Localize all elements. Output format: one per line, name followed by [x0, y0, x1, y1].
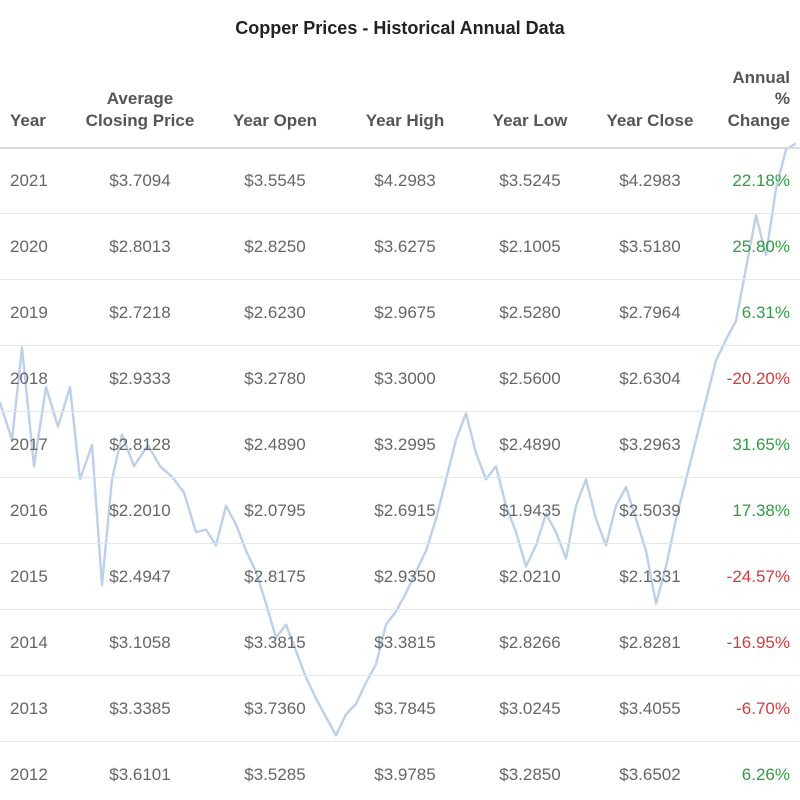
cell-year: 2021	[0, 148, 70, 214]
cell-chg: -16.95%	[710, 610, 800, 676]
cell-close: $3.2963	[590, 412, 710, 478]
cell-year: 2012	[0, 742, 70, 800]
col-open-header: Year Open	[210, 53, 340, 148]
cell-open: $3.5285	[210, 742, 340, 800]
table-row: 2016$2.2010$2.0795$2.6915$1.9435$2.50391…	[0, 478, 800, 544]
cell-avg: $3.3385	[70, 676, 210, 742]
cell-year: 2019	[0, 280, 70, 346]
cell-avg: $2.8128	[70, 412, 210, 478]
cell-year: 2018	[0, 346, 70, 412]
cell-chg: 25.80%	[710, 214, 800, 280]
cell-low: $2.8266	[470, 610, 590, 676]
cell-low: $2.5280	[470, 280, 590, 346]
cell-low: $1.9435	[470, 478, 590, 544]
table-row: 2012$3.6101$3.5285$3.9785$3.2850$3.65026…	[0, 742, 800, 800]
cell-close: $2.8281	[590, 610, 710, 676]
prices-table: YearAverageClosing PriceYear OpenYear Hi…	[0, 53, 800, 800]
cell-open: $2.0795	[210, 478, 340, 544]
table-row: 2015$2.4947$2.8175$2.9350$2.0210$2.1331-…	[0, 544, 800, 610]
cell-open: $2.8250	[210, 214, 340, 280]
cell-open: $2.4890	[210, 412, 340, 478]
cell-high: $4.2983	[340, 148, 470, 214]
cell-avg: $2.2010	[70, 478, 210, 544]
cell-low: $3.0245	[470, 676, 590, 742]
cell-close: $2.5039	[590, 478, 710, 544]
cell-high: $3.6275	[340, 214, 470, 280]
cell-year: 2014	[0, 610, 70, 676]
cell-open: $3.3815	[210, 610, 340, 676]
cell-chg: -6.70%	[710, 676, 800, 742]
cell-low: $2.0210	[470, 544, 590, 610]
cell-low: $2.1005	[470, 214, 590, 280]
cell-high: $2.6915	[340, 478, 470, 544]
cell-chg: -24.57%	[710, 544, 800, 610]
cell-close: $4.2983	[590, 148, 710, 214]
cell-low: $3.5245	[470, 148, 590, 214]
cell-chg: 17.38%	[710, 478, 800, 544]
cell-year: 2020	[0, 214, 70, 280]
cell-close: $3.4055	[590, 676, 710, 742]
cell-avg: $2.9333	[70, 346, 210, 412]
cell-open: $2.6230	[210, 280, 340, 346]
cell-avg: $3.1058	[70, 610, 210, 676]
cell-close: $3.5180	[590, 214, 710, 280]
cell-high: $3.2995	[340, 412, 470, 478]
cell-close: $2.6304	[590, 346, 710, 412]
cell-chg: -20.20%	[710, 346, 800, 412]
cell-high: $3.3815	[340, 610, 470, 676]
table-row: 2020$2.8013$2.8250$3.6275$2.1005$3.51802…	[0, 214, 800, 280]
page-title: Copper Prices - Historical Annual Data	[0, 0, 800, 53]
cell-high: $2.9675	[340, 280, 470, 346]
cell-close: $2.7964	[590, 280, 710, 346]
cell-open: $2.8175	[210, 544, 340, 610]
cell-chg: 31.65%	[710, 412, 800, 478]
cell-year: 2013	[0, 676, 70, 742]
cell-open: $3.2780	[210, 346, 340, 412]
cell-chg: 6.26%	[710, 742, 800, 800]
cell-year: 2015	[0, 544, 70, 610]
table-row: 2021$3.7094$3.5545$4.2983$3.5245$4.29832…	[0, 148, 800, 214]
col-low-header: Year Low	[470, 53, 590, 148]
col-year-header: Year	[0, 53, 70, 148]
col-avg-header: AverageClosing Price	[70, 53, 210, 148]
table-row: 2013$3.3385$3.7360$3.7845$3.0245$3.4055-…	[0, 676, 800, 742]
cell-chg: 6.31%	[710, 280, 800, 346]
table-row: 2014$3.1058$3.3815$3.3815$2.8266$2.8281-…	[0, 610, 800, 676]
table-row: 2017$2.8128$2.4890$3.2995$2.4890$3.29633…	[0, 412, 800, 478]
cell-avg: $3.7094	[70, 148, 210, 214]
cell-year: 2016	[0, 478, 70, 544]
cell-chg: 22.18%	[710, 148, 800, 214]
cell-close: $3.6502	[590, 742, 710, 800]
cell-high: $3.7845	[340, 676, 470, 742]
table-header-row: YearAverageClosing PriceYear OpenYear Hi…	[0, 53, 800, 148]
cell-open: $3.5545	[210, 148, 340, 214]
cell-avg: $2.7218	[70, 280, 210, 346]
cell-close: $2.1331	[590, 544, 710, 610]
cell-low: $2.4890	[470, 412, 590, 478]
cell-avg: $2.4947	[70, 544, 210, 610]
col-high-header: Year High	[340, 53, 470, 148]
cell-avg: $2.8013	[70, 214, 210, 280]
table-row: 2018$2.9333$3.2780$3.3000$2.5600$2.6304-…	[0, 346, 800, 412]
cell-open: $3.7360	[210, 676, 340, 742]
cell-year: 2017	[0, 412, 70, 478]
col-close-header: Year Close	[590, 53, 710, 148]
cell-high: $3.3000	[340, 346, 470, 412]
table-row: 2019$2.7218$2.6230$2.9675$2.5280$2.79646…	[0, 280, 800, 346]
cell-low: $2.5600	[470, 346, 590, 412]
cell-low: $3.2850	[470, 742, 590, 800]
col-chg-header: Annual% Change	[710, 53, 800, 148]
cell-high: $2.9350	[340, 544, 470, 610]
cell-avg: $3.6101	[70, 742, 210, 800]
cell-high: $3.9785	[340, 742, 470, 800]
